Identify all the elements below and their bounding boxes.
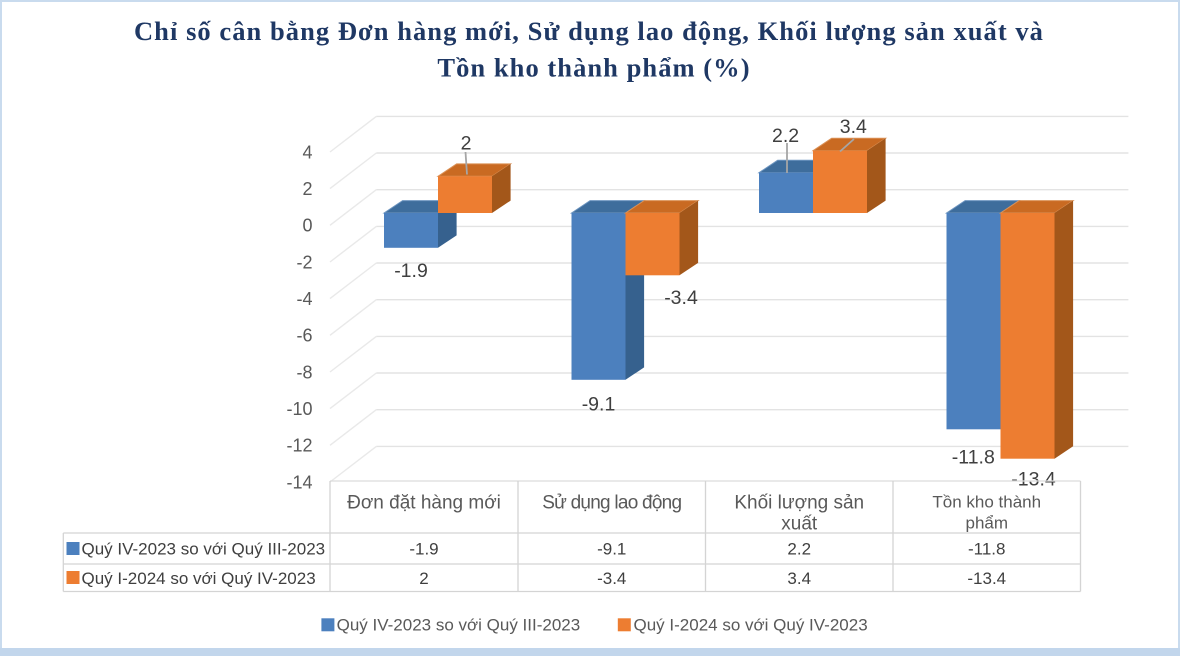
svg-text:Tồn kho thành: Tồn kho thành [932, 493, 1041, 512]
svg-text:phẩm: phẩm [965, 514, 1008, 533]
svg-text:Sử dụng lao động: Sử dụng lao động [542, 493, 681, 514]
svg-text:2: 2 [302, 179, 312, 199]
svg-text:-6: -6 [296, 326, 312, 346]
svg-text:2.2: 2.2 [787, 540, 811, 559]
svg-text:0: 0 [302, 216, 312, 236]
svg-text:-1.9: -1.9 [409, 540, 438, 559]
svg-text:-13.4: -13.4 [967, 569, 1006, 588]
svg-text:Chỉ số cân bằng Đơn hàng mới,: Chỉ số cân bằng Đơn hàng mới, Sử dụng la… [134, 16, 1044, 46]
svg-text:Quý I-2024 so với Quý IV-2023: Quý I-2024 so với Quý IV-2023 [634, 616, 868, 635]
svg-text:-9.1: -9.1 [582, 393, 616, 415]
svg-text:-11.8: -11.8 [952, 447, 995, 469]
svg-text:2.2: 2.2 [772, 125, 799, 147]
svg-text:Khối lượng sản: Khối lượng sản [734, 493, 864, 514]
svg-text:-3.4: -3.4 [664, 287, 698, 309]
svg-text:-9.1: -9.1 [597, 540, 626, 559]
svg-text:4: 4 [302, 142, 312, 162]
svg-text:2: 2 [461, 133, 472, 155]
svg-text:Quý IV-2023 so với Quý III-202: Quý IV-2023 so với Quý III-2023 [337, 616, 581, 635]
svg-text:-3.4: -3.4 [597, 569, 626, 588]
svg-text:Quý I-2024 so với Quý IV-2023: Quý I-2024 so với Quý IV-2023 [82, 569, 316, 588]
svg-text:3.4: 3.4 [840, 116, 867, 138]
svg-text:3.4: 3.4 [787, 569, 811, 588]
svg-text:Quý IV-2023 so với Quý III-202: Quý IV-2023 so với Quý III-2023 [82, 540, 326, 559]
svg-text:-11.8: -11.8 [968, 540, 1006, 559]
svg-text:Đơn đặt hàng mới: Đơn đặt hàng mới [347, 493, 501, 514]
svg-text:-14: -14 [286, 472, 312, 492]
svg-text:2: 2 [419, 569, 428, 588]
svg-text:-13.4: -13.4 [1011, 469, 1056, 491]
svg-text:xuất: xuất [781, 514, 818, 535]
svg-text:-8: -8 [296, 362, 312, 382]
svg-text:-2: -2 [296, 252, 312, 272]
svg-text:-10: -10 [286, 399, 312, 419]
svg-text:-1.9: -1.9 [394, 260, 428, 282]
svg-text:-12: -12 [286, 436, 312, 456]
svg-text:-4: -4 [296, 289, 312, 309]
svg-text:Tồn kho thành phẩm (%): Tồn kho thành phẩm (%) [437, 53, 750, 83]
